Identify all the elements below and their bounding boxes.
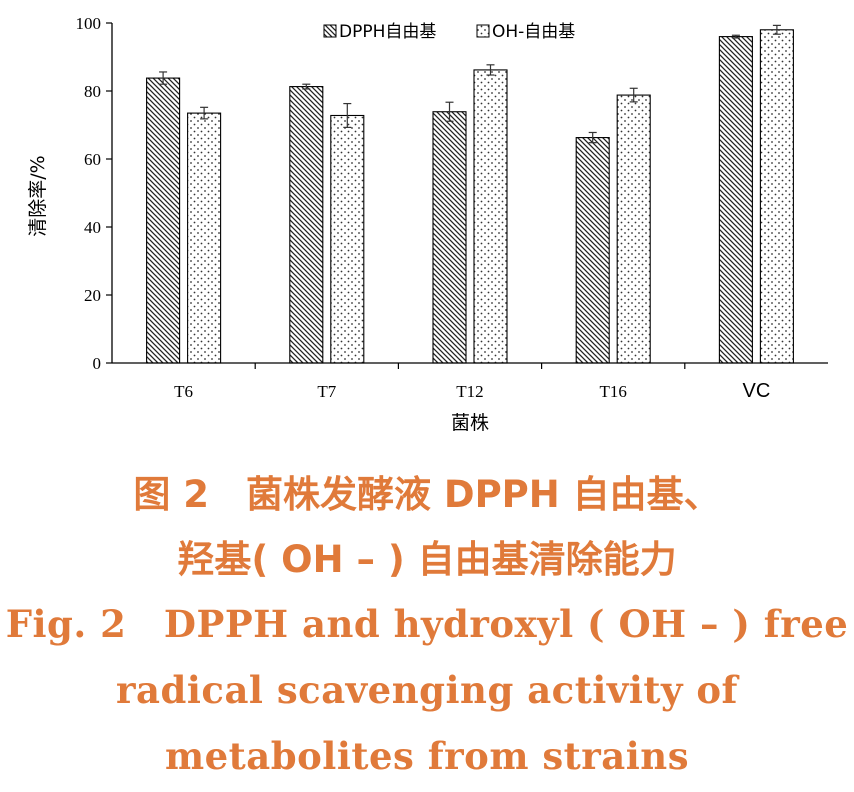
caption-en-line-2: radical scavenging activity of: [116, 668, 738, 712]
bar-oh-t12: [473, 69, 508, 364]
y-tick-label-40: 40: [84, 218, 101, 237]
y-tick-label-0: 0: [93, 354, 102, 373]
bar-dpph-vc: [718, 36, 753, 364]
x-tick-label-t16: T16: [600, 382, 627, 401]
bar-dpph-t7: [289, 86, 324, 364]
bar-dpph-t6: [146, 77, 181, 364]
x-tick-label-t7: T7: [317, 382, 336, 401]
error-bar-dpph-t6: [159, 71, 168, 85]
x-axis-title: 菌株: [451, 412, 489, 434]
bar-dpph-t12: [432, 111, 467, 364]
error-bar-oh-vc: [772, 24, 781, 35]
error-bar-oh-t7: [343, 102, 352, 128]
error-bar-oh-t6: [200, 106, 209, 120]
y-tick-label-80: 80: [84, 82, 101, 101]
bar-chart: 0 20 40 60 80 100 T6 T7 T12 T16 VC 清除率/% 菌株 DPPH自…: [27, 14, 828, 434]
caption-en-line-1: Fig. 2 DPPH and hydroxyl ( OH – ) free: [5, 602, 849, 646]
bar-oh-t6: [187, 112, 222, 364]
y-tick-label-100: 100: [76, 14, 102, 33]
legend-label-oh: OH-自由基: [492, 22, 575, 42]
error-bar-dpph-t12: [445, 101, 454, 122]
x-tick-label-t12: T12: [456, 382, 483, 401]
x-tick-label-vc: VC: [743, 380, 771, 402]
y-tick-label-60: 60: [84, 150, 101, 169]
error-bar-dpph-t7: [302, 83, 311, 90]
bar-dpph-t16: [575, 137, 610, 364]
y-tick-label-20: 20: [84, 286, 101, 305]
caption-en-line-3: metabolites from strains: [164, 734, 690, 778]
legend-swatch-dpph: [323, 24, 337, 38]
chart-panel: 0 20 40 60 80 100 T6 T7 T12 T16 VC 清除率/% 菌株 DPPH自…: [27, 14, 828, 434]
bar-oh-t16: [616, 94, 651, 364]
error-bar-oh-t12: [486, 64, 495, 76]
error-bar-dpph-t16: [588, 131, 597, 144]
bar-oh-t7: [330, 114, 365, 364]
legend-swatch-oh: [476, 24, 490, 38]
x-tick-label-t6: T6: [174, 382, 193, 401]
bar-oh-vc: [759, 29, 794, 364]
error-bar-oh-t16: [629, 87, 638, 103]
caption-zh-line-1: 图 2 菌株发酵液 DPPH 自由基、: [133, 473, 721, 516]
error-bar-dpph-vc: [731, 34, 740, 39]
legend: DPPH自由基 OH-自由基: [323, 22, 575, 42]
y-axis-title: 清除率/%: [27, 155, 49, 236]
legend-label-dpph: DPPH自由基: [339, 22, 436, 42]
caption-zh-line-2: 羟基( OH – ) 自由基清除能力: [177, 538, 677, 581]
